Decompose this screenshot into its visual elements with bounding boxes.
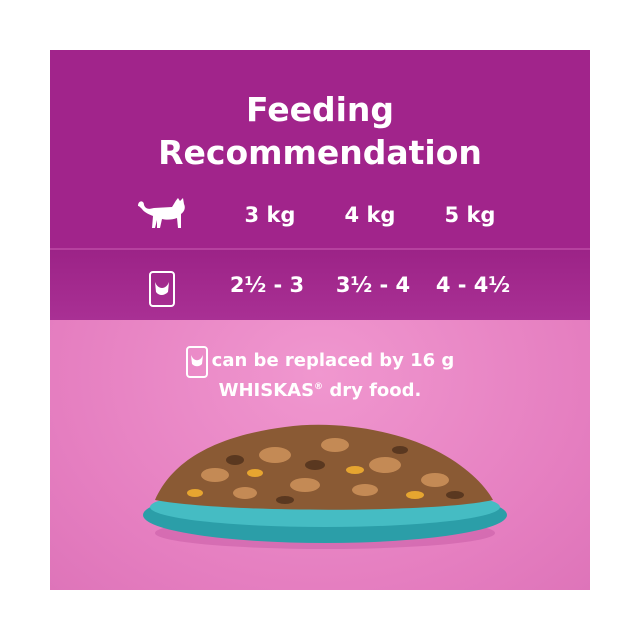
food-bowl-image — [143, 424, 507, 549]
divider — [50, 248, 590, 250]
replacement-note: can be replaced by 16 g WHISKAS® dry foo… — [50, 348, 590, 404]
note-line-2-rest: dry food. — [323, 380, 422, 401]
pouches-4kg: 3½ - 4 — [335, 273, 411, 297]
note-line-2: WHISKAS® dry food. — [50, 374, 590, 404]
title-line-2: Recommendation — [158, 133, 482, 172]
pouch-icon — [186, 346, 208, 378]
weight-3kg: 3 kg — [244, 203, 296, 227]
weight-4kg: 4 kg — [344, 203, 396, 227]
registered-mark: ® — [314, 382, 324, 392]
pouches-3kg: 2½ - 3 — [229, 273, 305, 297]
page-title: Feeding Recommendation — [50, 88, 590, 174]
cat-icon — [138, 198, 185, 228]
pouch-row-background — [50, 250, 590, 320]
title-line-1: Feeding — [245, 90, 395, 129]
brand-name: WHISKAS — [218, 380, 315, 401]
pouches-5kg: 4 - 4½ — [435, 273, 511, 297]
note-line-1: can be replaced by 16 g — [211, 350, 455, 371]
feeding-panel: Feeding Recommendation 3 kg 4 kg 5 kg 2½… — [50, 50, 590, 590]
weight-5kg: 5 kg — [444, 203, 496, 227]
pouch-icon — [149, 271, 175, 307]
